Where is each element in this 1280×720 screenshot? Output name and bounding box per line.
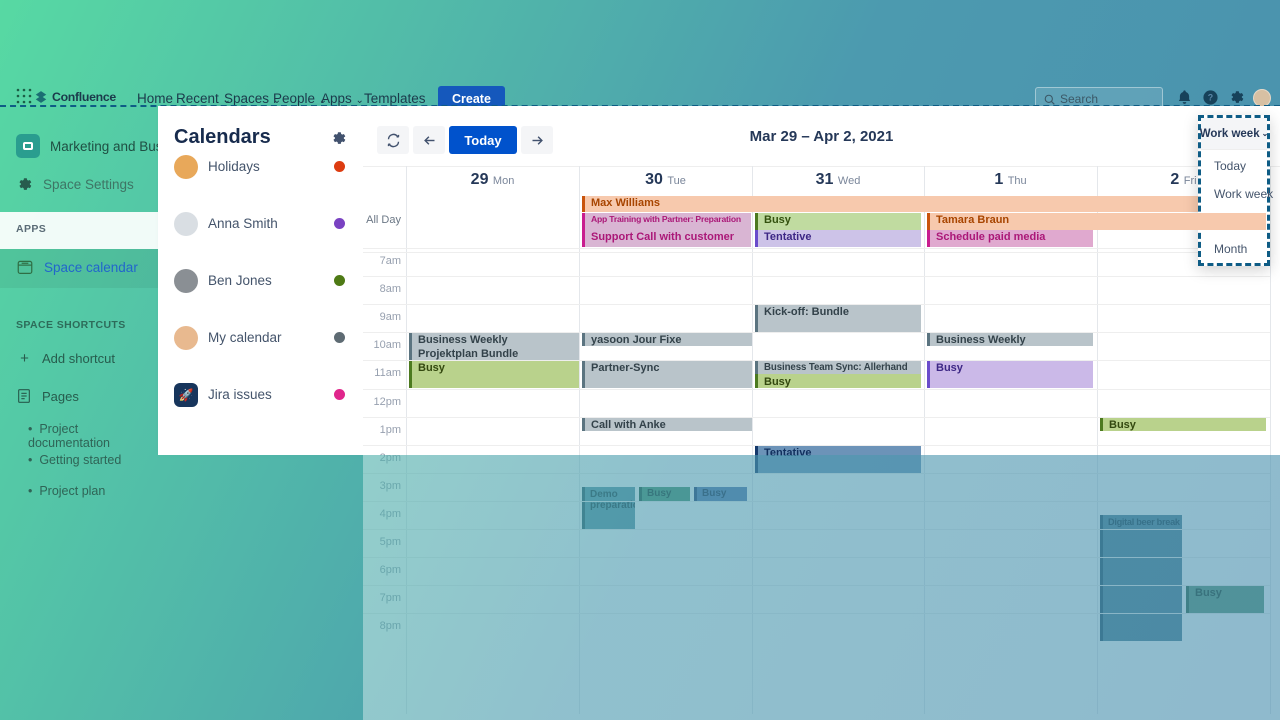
svg-text:?: ?: [1208, 93, 1213, 103]
